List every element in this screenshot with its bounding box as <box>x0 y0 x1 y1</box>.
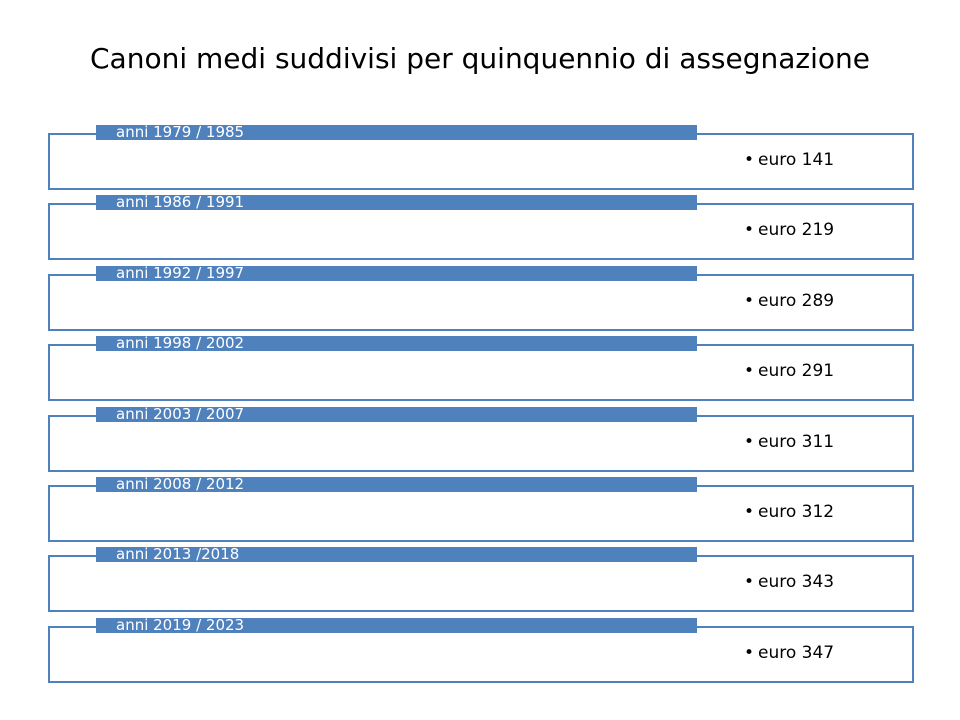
bullet: • <box>744 431 755 452</box>
item-value: euro 347 <box>758 642 835 663</box>
item-header: anni 2013 /2018 <box>96 547 697 563</box>
bullet: • <box>744 572 755 593</box>
bullet: • <box>744 502 755 522</box>
item-header: anni 2008 / 2012 <box>96 477 697 492</box>
bullet: • <box>744 642 755 663</box>
item-header: anni 2003 / 2007 <box>96 406 697 422</box>
bullet: • <box>744 150 755 170</box>
item-header: anni 1998 / 2002 <box>96 336 697 352</box>
item-value: euro 141 <box>758 150 835 170</box>
item-header: anni 1986 / 1991 <box>96 195 697 211</box>
item-value: euro 311 <box>758 431 835 452</box>
item-value: euro 289 <box>758 290 835 311</box>
item-value: euro 219 <box>758 220 835 241</box>
item-header: anni 2019 / 2023 <box>96 617 697 633</box>
bullet: • <box>744 361 755 382</box>
list-box <box>48 555 914 613</box>
item-header: anni 1979 / 1985 <box>96 125 697 140</box>
item-header: anni 1992 / 1997 <box>96 265 697 281</box>
item-value: euro 291 <box>758 361 835 382</box>
list-box <box>48 203 914 261</box>
item-value: euro 312 <box>758 502 835 522</box>
item-value: euro 343 <box>758 572 835 593</box>
list-box <box>48 273 914 331</box>
slide-title: Canoni medi suddivisi per quinquennio di… <box>89 42 871 75</box>
bullet: • <box>744 220 755 241</box>
bullet: • <box>744 290 755 311</box>
